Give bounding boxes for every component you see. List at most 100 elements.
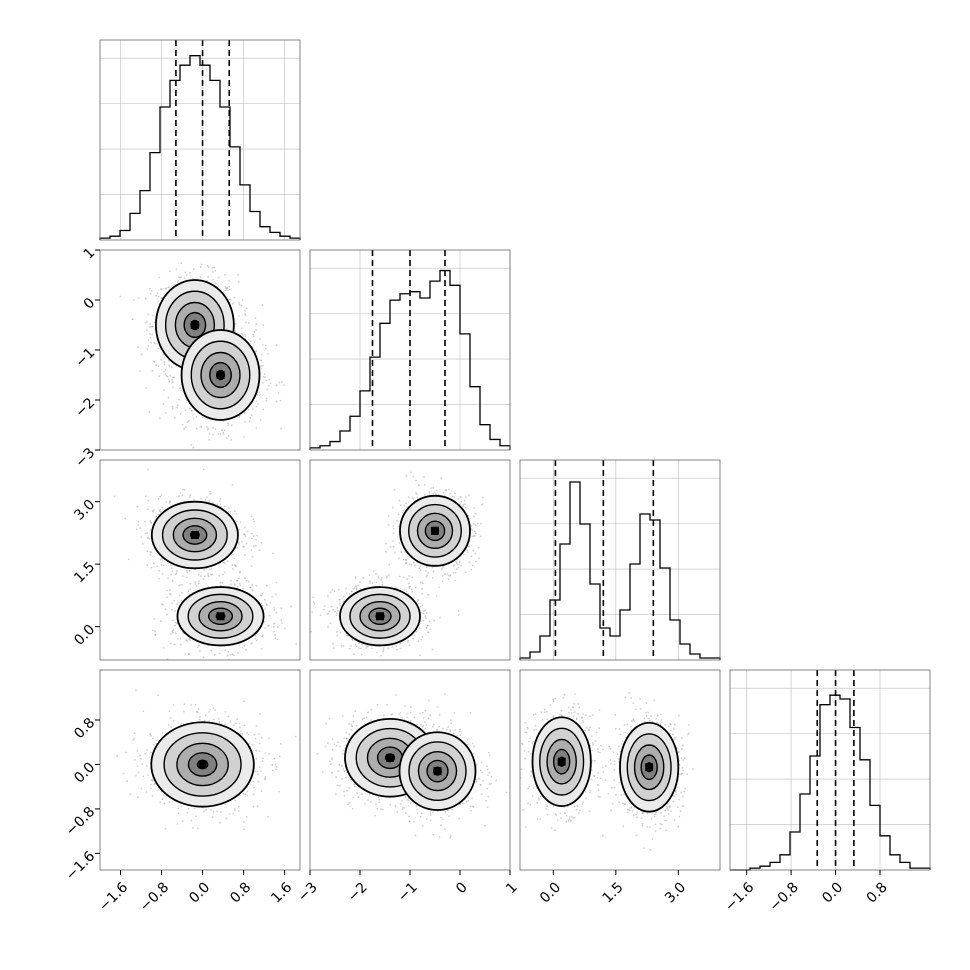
scatter-point (148, 411, 151, 414)
scatter-point (159, 495, 162, 498)
scatter-point (186, 576, 188, 579)
scatter-point (212, 278, 214, 281)
scatter-point (480, 522, 482, 525)
scatter-point (402, 558, 405, 561)
scatter-point (188, 420, 190, 422)
scatter-point (415, 630, 418, 633)
scatter-point (197, 573, 200, 576)
scatter-point (188, 653, 191, 655)
scatter-point (189, 494, 192, 496)
scatter-point (181, 575, 184, 577)
scatter-point (452, 571, 455, 574)
scatter-point (332, 647, 335, 649)
scatter-point (474, 532, 477, 535)
scatter-point (262, 344, 264, 346)
scatter-point (438, 586, 440, 589)
scatter-point (153, 321, 156, 324)
scatter-point (250, 340, 252, 342)
scatter-point (251, 584, 254, 586)
scatter-point (222, 561, 225, 564)
scatter-point (171, 608, 173, 611)
scatter-point (233, 296, 236, 299)
scatter-point (392, 527, 395, 530)
scatter-point (244, 577, 246, 580)
scatter-point (200, 497, 202, 500)
scatter-point (473, 523, 475, 525)
scatter-point (161, 559, 164, 562)
scatter-point (237, 543, 240, 545)
scatter-point (447, 578, 450, 580)
scatter-point (168, 365, 171, 368)
scatter-point (362, 577, 365, 579)
scatter-point (254, 317, 257, 320)
scatter-point (160, 620, 162, 623)
scatter-point (202, 468, 205, 471)
scatter-point (376, 651, 378, 654)
scatter-point (206, 428, 209, 431)
scatter-point (227, 424, 230, 427)
scatter-point (178, 495, 180, 498)
scatter-point (442, 565, 444, 568)
scatter-point (161, 573, 164, 575)
scatter-point (260, 594, 262, 596)
scatter-point (380, 579, 383, 581)
scatter-point (249, 586, 252, 589)
scatter-point (230, 583, 233, 586)
scatter-point (144, 495, 147, 498)
scatter-point (431, 577, 434, 579)
scatter-point (158, 569, 160, 572)
scatter-point (169, 500, 171, 503)
scatter-point (241, 332, 243, 335)
scatter-point (224, 649, 227, 651)
scatter-point (243, 533, 245, 536)
scatter-point (236, 546, 239, 549)
scatter-point (184, 426, 187, 428)
scatter-point (422, 582, 424, 585)
scatter-point (227, 422, 230, 425)
scatter-point (410, 563, 413, 566)
scatter-point (332, 642, 334, 645)
scatter-point (226, 560, 229, 563)
scatter-point (168, 381, 171, 384)
scatter-point (464, 506, 467, 509)
scatter-point (280, 380, 283, 383)
scatter-point (258, 394, 260, 397)
scatter-point (444, 573, 446, 576)
scatter-point (210, 660, 212, 662)
scatter-point (226, 437, 228, 439)
scatter-point (174, 573, 177, 576)
density-peak (216, 612, 225, 621)
scatter-point (239, 521, 242, 524)
scatter-point (151, 629, 154, 632)
scatter-point (233, 654, 235, 656)
scatter-point (463, 499, 466, 502)
scatter-point (169, 642, 172, 645)
scatter-point (178, 276, 180, 278)
scatter-point (229, 653, 232, 656)
scatter-point (468, 545, 470, 548)
scatter-point (186, 273, 188, 276)
scatter-point (171, 579, 174, 582)
scatter-point (464, 571, 467, 574)
scatter-point (369, 582, 371, 584)
scatter-point (243, 553, 246, 556)
scatter-point (412, 561, 415, 564)
scatter-point (186, 640, 189, 642)
scatter-point (209, 490, 211, 493)
scatter-point (155, 364, 158, 367)
scatter-point (239, 584, 242, 587)
scatter-point (278, 381, 281, 384)
scatter-point (228, 279, 231, 282)
scatter-point (250, 515, 253, 518)
scatter-point (149, 553, 152, 556)
scatter-point (242, 333, 244, 336)
scatter-point (393, 488, 396, 491)
scatter-point (157, 497, 160, 500)
scatter-point (190, 443, 193, 446)
scatter-point (423, 484, 426, 486)
density-peak (190, 531, 199, 539)
scatter-point (152, 562, 155, 565)
scatter-point (204, 498, 207, 501)
scatter-point (265, 399, 268, 402)
